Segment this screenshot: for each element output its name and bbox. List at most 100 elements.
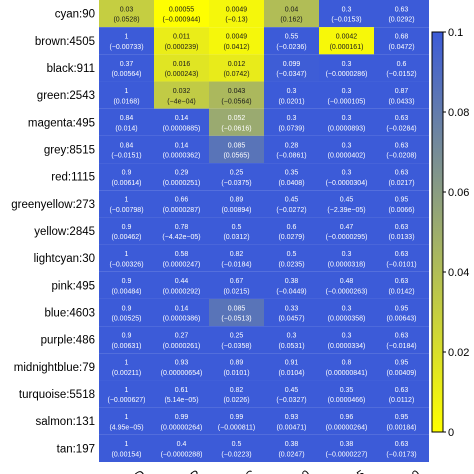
- cell-coefficient: (−0.000811): [218, 424, 255, 431]
- cell-coefficient: (0.000161): [330, 44, 364, 51]
- cell-coefficient: (0.0000292): [163, 289, 201, 296]
- cell-pvalue: 0.91: [285, 360, 299, 367]
- cell-pvalue: 0.032: [173, 88, 191, 95]
- heatmap-cell: [99, 27, 154, 55]
- row-label: magenta:495: [28, 117, 95, 129]
- cell-pvalue: 0.89: [230, 197, 244, 204]
- cell-pvalue: 0.63: [395, 251, 409, 258]
- cell-coefficient: (0.0000466): [328, 397, 366, 404]
- cell-pvalue: 0.016: [173, 61, 191, 68]
- cell-pvalue: 0.5: [232, 224, 242, 231]
- cell-pvalue: 0.38: [340, 441, 354, 448]
- heatmap-cell: [209, 298, 264, 327]
- heatmap-cell: [209, 271, 264, 299]
- cell-coefficient: (−0.0272): [276, 207, 306, 214]
- cell-pvalue: 0.14: [175, 142, 189, 149]
- heatmap-cell: [374, 353, 429, 381]
- heatmap-cell: [319, 244, 374, 272]
- cell-pvalue: 0.5: [287, 251, 297, 258]
- cell-coefficient: (−0.0173): [386, 452, 416, 459]
- cell-pvalue: 0.47: [340, 224, 354, 231]
- heatmap-cell: [374, 81, 429, 109]
- cell-pvalue: 0.04: [285, 6, 299, 13]
- cell-coefficient: (−0.0000288): [161, 452, 203, 459]
- heatmap-cell: [319, 407, 374, 435]
- cell-pvalue: 0.38: [285, 441, 299, 448]
- cell-coefficient: (0.0104): [278, 370, 304, 377]
- heatmap-cell: [209, 434, 264, 462]
- heatmap-cell: [264, 271, 319, 299]
- heatmap-cell: [154, 108, 209, 136]
- heatmap-cell: [374, 54, 429, 82]
- heatmap-cell: [209, 326, 264, 354]
- cell-coefficient: (0.0101): [223, 370, 249, 377]
- colorbar-tick-label: 0.08: [448, 107, 469, 119]
- cell-coefficient: (0.0528): [113, 17, 139, 24]
- cell-coefficient: (0.0312): [223, 234, 249, 241]
- heatmap-cell: [264, 190, 319, 218]
- cell-pvalue: 0.3: [342, 251, 352, 258]
- cell-pvalue: 0.96: [340, 414, 354, 421]
- cell-coefficient: (0.0247): [278, 452, 304, 459]
- cell-pvalue: 0.043: [228, 88, 246, 95]
- row-label: grey:8515: [44, 144, 95, 156]
- heatmap-cell: [209, 81, 264, 109]
- heatmap-cell: [264, 108, 319, 136]
- cell-pvalue: 0.63: [395, 142, 409, 149]
- heatmap-cell: [374, 326, 429, 354]
- heatmap-cell: [209, 54, 264, 82]
- row-label: purple:486: [41, 335, 95, 347]
- cell-coefficient: (0.0000334): [328, 343, 366, 350]
- cell-coefficient: (0.00000654): [161, 370, 203, 377]
- heatmap-cell: [154, 326, 209, 354]
- cell-pvalue: 0.9: [122, 169, 132, 176]
- cell-coefficient: (0.0000251): [163, 180, 201, 187]
- column-label: P: [188, 467, 203, 474]
- cell-coefficient: (0.0000362): [163, 153, 201, 160]
- cell-pvalue: 0.3: [287, 88, 297, 95]
- cell-pvalue: 0.011: [173, 34, 190, 41]
- heatmap-cell: [154, 27, 209, 55]
- cell-coefficient: (0.0112): [389, 397, 415, 404]
- cell-pvalue: 0.085: [228, 142, 246, 149]
- column-labels: D P C 0 45 0: [133, 467, 423, 474]
- cell-pvalue: 0.84: [120, 142, 134, 149]
- cell-pvalue: 0.3: [342, 88, 352, 95]
- cell-coefficient: (−0.0449): [276, 289, 306, 296]
- cell-pvalue: 0.5: [232, 441, 242, 448]
- heatmap-cell: [209, 380, 264, 408]
- heatmap-cell: [319, 353, 374, 381]
- heatmap-cell: [264, 163, 319, 191]
- heatmap-cell: [264, 27, 319, 55]
- heatmap-cell: [374, 244, 429, 272]
- heatmap-cell: [209, 407, 264, 435]
- cell-pvalue: 0.82: [230, 387, 244, 394]
- row-label: turquoise:5518: [19, 389, 95, 401]
- cell-pvalue: 0.45: [285, 387, 299, 394]
- heatmap-cell: [99, 81, 154, 109]
- cell-coefficient: (−0.0861): [276, 153, 306, 160]
- cell-pvalue: 0.68: [395, 34, 409, 41]
- row-labels: cyan:90 brown:4505 black:911 green:2543 mage…: [11, 9, 95, 456]
- cell-coefficient: (−0.0184): [386, 343, 416, 350]
- cell-coefficient: (0.00643): [387, 316, 417, 323]
- heatmap-cell: [264, 298, 319, 327]
- cell-pvalue: 0.63: [395, 278, 409, 285]
- colorbar: 0 0.02 0.04 0.06 0.08 0.1: [431, 27, 469, 439]
- cell-coefficient: (0.0000287): [163, 207, 201, 214]
- heatmap-cell: [99, 353, 154, 381]
- heatmap-cell: [99, 217, 154, 245]
- cell-pvalue: 0.6: [397, 61, 407, 68]
- cell-coefficient: (0.0226): [223, 397, 249, 404]
- cell-coefficient: (0.0215): [223, 289, 249, 296]
- cell-pvalue: 0.9: [122, 278, 132, 285]
- colorbar-tick-label: 0.06: [448, 187, 469, 199]
- cell-coefficient: (0.00000264): [161, 424, 203, 431]
- cell-coefficient: (0.0531): [278, 343, 304, 350]
- cell-coefficient: (−0.13): [225, 17, 247, 24]
- heatmap-cell: [319, 108, 374, 136]
- cell-pvalue: 0.3: [287, 333, 297, 340]
- cell-pvalue: 0.4: [177, 441, 187, 448]
- cell-coefficient: (0.014): [115, 125, 137, 132]
- cell-coefficient: (0.0565): [223, 153, 249, 160]
